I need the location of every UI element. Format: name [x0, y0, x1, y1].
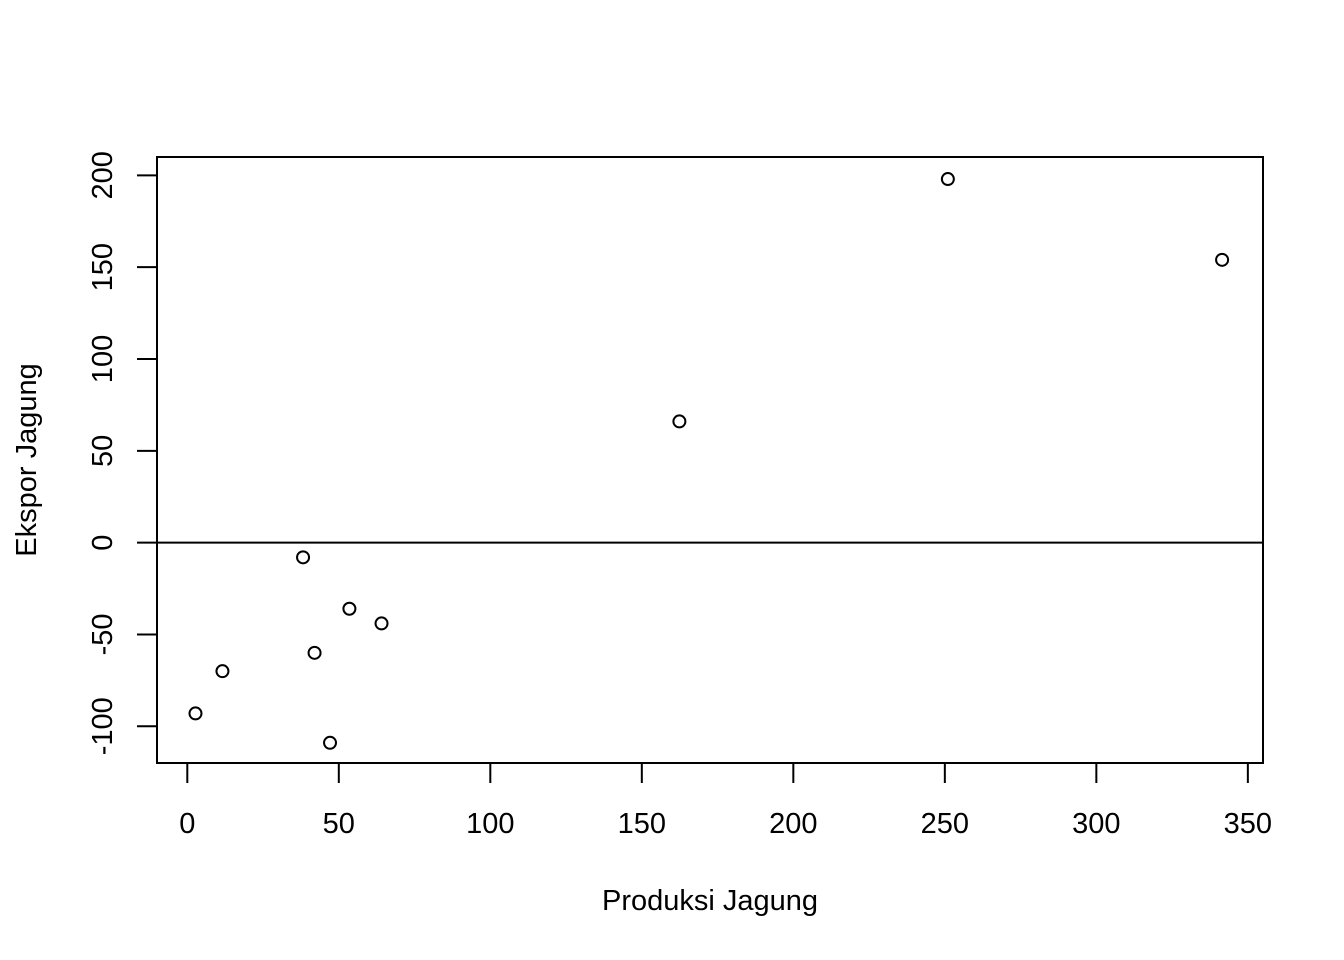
data-point	[323, 735, 338, 750]
x-tick-label: 350	[1224, 808, 1272, 840]
y-axis-title: Ekspor Jagung	[11, 363, 43, 556]
data-point	[215, 664, 230, 679]
y-tick-label: 50	[87, 435, 119, 467]
x-tick-label: 0	[179, 808, 195, 840]
x-tick-label: 100	[466, 808, 514, 840]
data-point	[307, 645, 322, 660]
x-tick-label: 250	[921, 808, 969, 840]
y-axis: -100 -50 0 50 100 150 200	[87, 151, 158, 755]
data-point	[342, 601, 357, 616]
data-point	[672, 414, 687, 429]
y-tick-label: 0	[87, 535, 119, 551]
data-point	[374, 616, 389, 631]
x-axis-title: Produksi Jagung	[602, 885, 818, 917]
data-point	[296, 550, 311, 565]
x-tick-label: 50	[323, 808, 355, 840]
data-point	[940, 172, 955, 187]
y-tick-label: 150	[87, 243, 119, 291]
data-point	[188, 706, 203, 721]
x-tick-label: 150	[618, 808, 666, 840]
y-tick-label: 200	[87, 151, 119, 199]
data-points	[188, 172, 1230, 750]
x-axis: 0 50 100 150 200 250 300 350	[179, 762, 1272, 840]
x-tick-label: 200	[769, 808, 817, 840]
data-point	[1215, 252, 1230, 267]
y-tick-label: -100	[87, 697, 119, 755]
y-tick-label: -50	[87, 613, 119, 655]
x-tick-label: 300	[1072, 808, 1120, 840]
y-tick-label: 100	[87, 335, 119, 383]
